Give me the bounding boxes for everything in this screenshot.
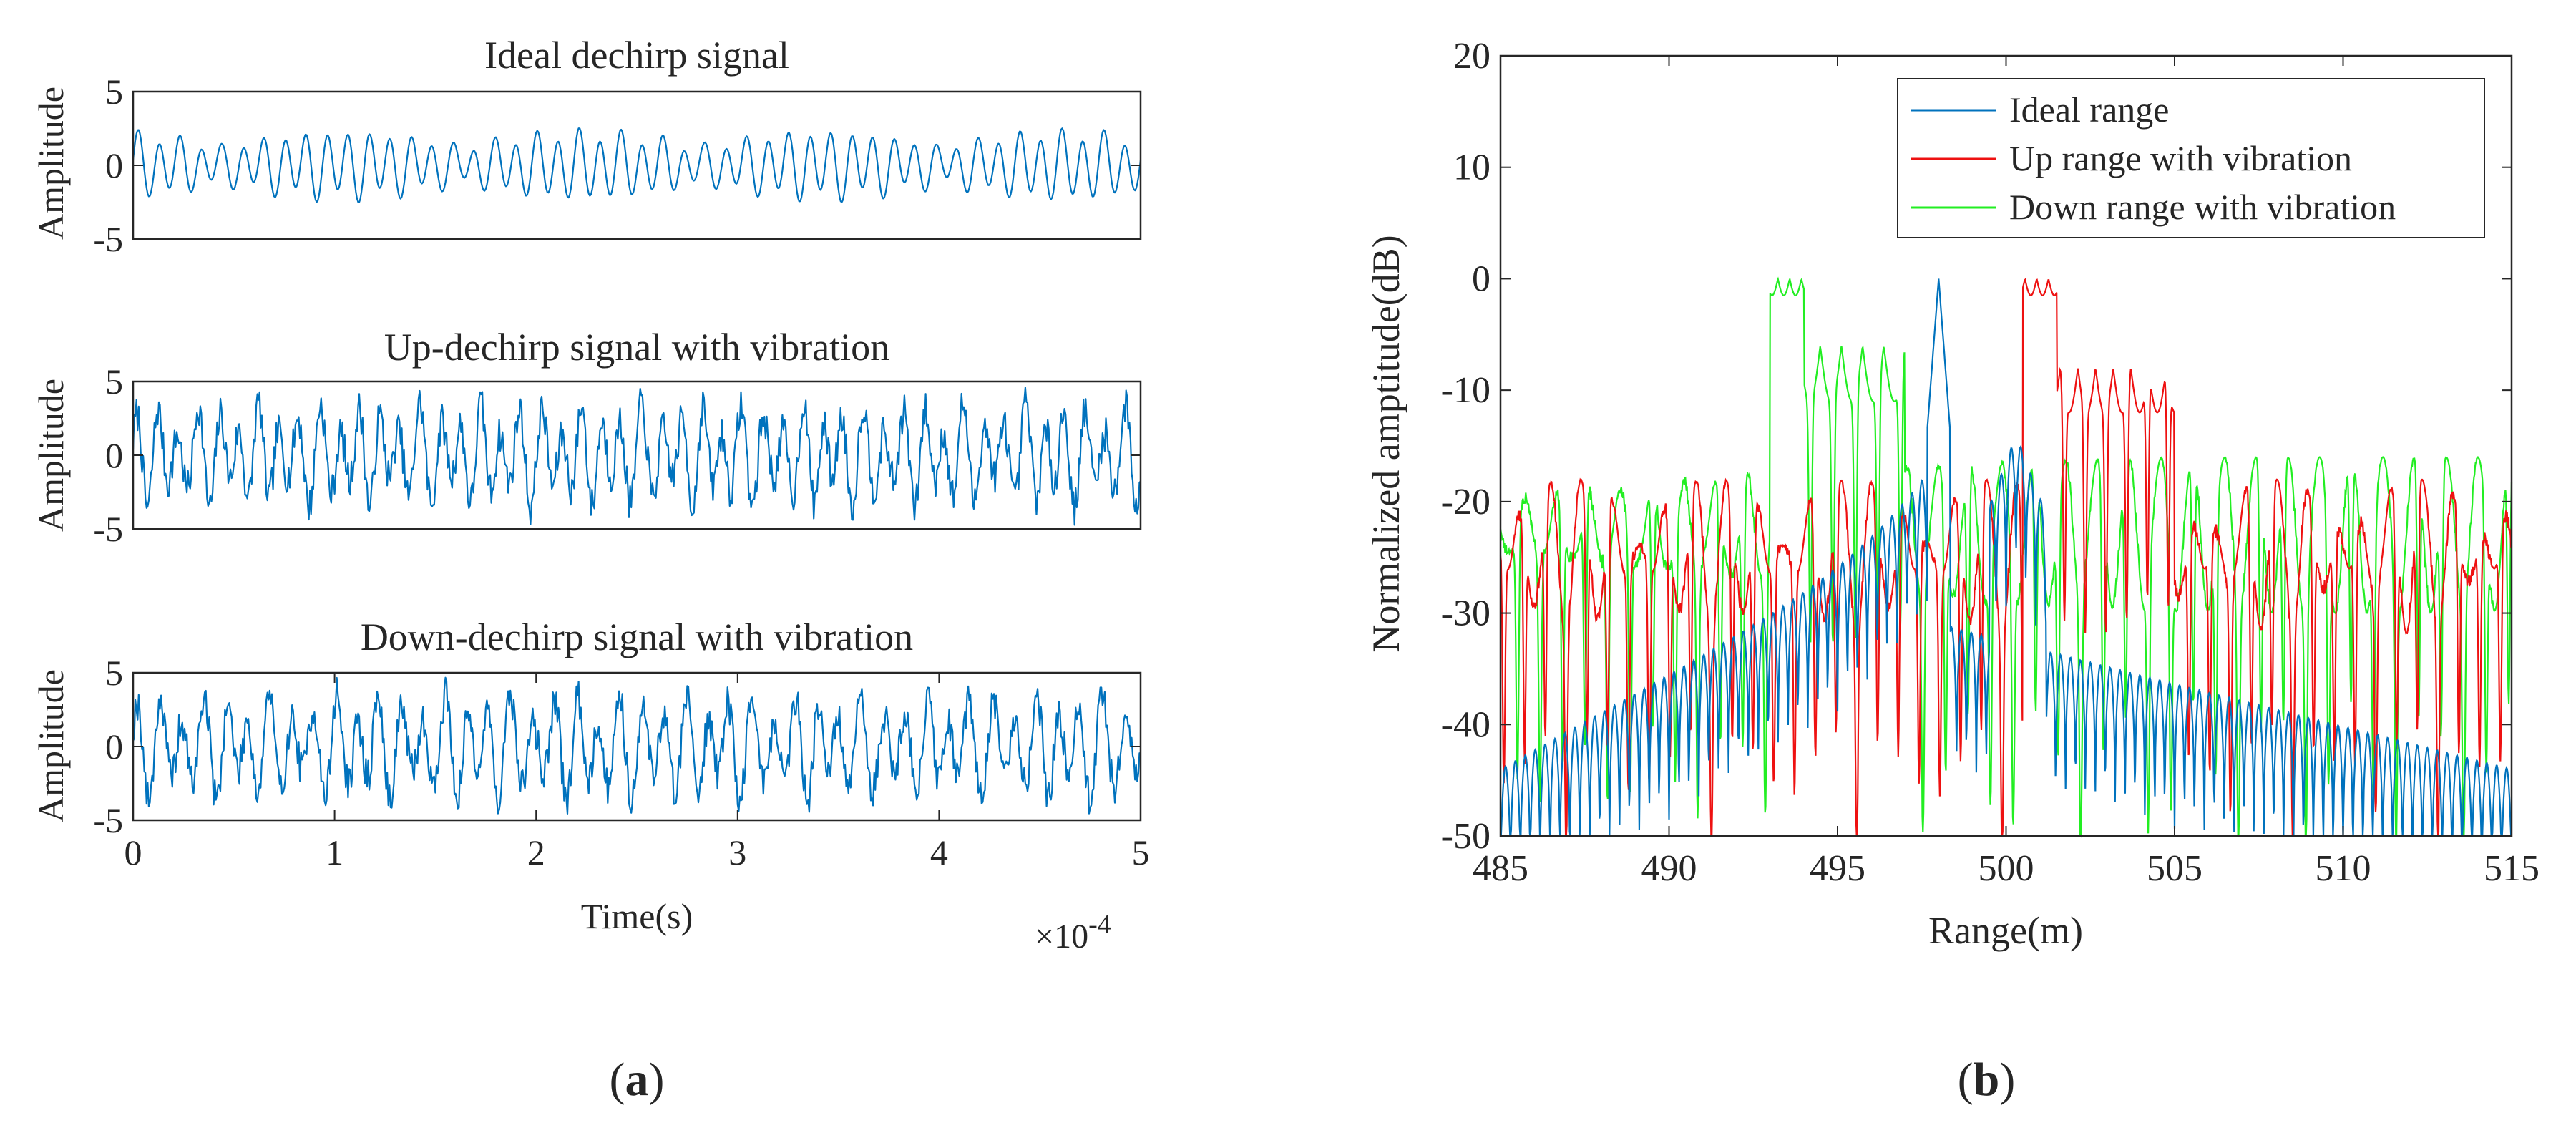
caption-b: (b) xyxy=(1958,1054,2016,1106)
axes-box xyxy=(1499,54,2513,837)
series-line-down-range xyxy=(1499,276,2513,838)
exponent-power: -4 xyxy=(1088,910,1111,940)
y-tick-label: -50 xyxy=(1441,816,1491,857)
y-tick-label: -20 xyxy=(1441,482,1491,522)
caption-a: (a) xyxy=(610,1054,665,1106)
y-tick-label: 5 xyxy=(105,653,123,693)
series-line xyxy=(132,127,1142,203)
exponent-base: ×10 xyxy=(1035,918,1088,956)
series-line-ideal-range xyxy=(1500,278,2512,837)
y-tick-label: -5 xyxy=(93,219,123,259)
subplot-title: Ideal dechirp signal xyxy=(484,34,789,77)
series-line xyxy=(132,387,1141,526)
x-exponent: ×10-4 xyxy=(1035,910,1111,956)
y-tick-label: 0 xyxy=(105,145,123,185)
y-tick-label: 0 xyxy=(105,726,123,767)
y-tick-label: 5 xyxy=(105,72,123,112)
axes-box xyxy=(132,90,1142,240)
axes-box xyxy=(132,671,1142,822)
subplot-ideal-dechirp: Ideal dechirp signal Amplitude -5 0 5 xyxy=(31,34,1142,259)
y-axis-label: Amplitude xyxy=(31,669,71,822)
x-tick-label: 1 xyxy=(326,832,343,872)
y-axis-label: Normalized amptitude(dB) xyxy=(1365,235,1407,652)
y-tick-label: -40 xyxy=(1441,704,1491,745)
subplot-range-profile: -50 -40 -30 -20 -10 0 10 20 485 490 495 500 505 510 5… xyxy=(1365,36,2540,952)
y-tick-label: -5 xyxy=(93,800,123,840)
x-tick-label: 5 xyxy=(1132,832,1150,872)
y-axis-label: Amplitude xyxy=(31,379,71,532)
x-tick-label: 3 xyxy=(728,832,746,872)
y-tick-label: 0 xyxy=(105,435,123,475)
y-tick-label: 5 xyxy=(105,361,123,402)
x-tick-label: 4 xyxy=(930,832,948,872)
y-tick-label: -10 xyxy=(1441,370,1491,411)
x-tick-label: 490 xyxy=(1641,848,1697,889)
y-axis-label: Amplitude xyxy=(31,87,71,240)
x-tick-label: 495 xyxy=(1810,848,1865,889)
x-tick-label: 2 xyxy=(527,832,545,872)
x-tick-label: 510 xyxy=(2316,848,2371,889)
x-tick-label: 500 xyxy=(1979,848,2034,889)
legend-label-ideal: Ideal range xyxy=(2009,89,2169,130)
y-tick-label: 20 xyxy=(1453,36,1491,77)
series-line xyxy=(132,676,1141,815)
y-tick-label: -5 xyxy=(93,509,123,549)
x-axis-label: Range(m) xyxy=(1928,909,2083,952)
x-tick-label: 515 xyxy=(2484,848,2540,889)
subplot-title: Down-dechirp signal with vibration xyxy=(361,616,913,658)
x-tick-label: 0 xyxy=(125,832,142,872)
subplot-down-dechirp: Down-dechirp signal with vibration Ampli… xyxy=(31,616,1150,956)
x-tick-label: 485 xyxy=(1473,848,1528,889)
x-axis-label: Time(s) xyxy=(581,896,693,936)
y-tick-label: 10 xyxy=(1453,147,1491,188)
y-tick-label: 0 xyxy=(1472,258,1491,299)
subplot-title: Up-dechirp signal with vibration xyxy=(384,326,889,369)
x-tick-label: 505 xyxy=(2147,848,2202,889)
legend: Ideal range Up range with vibration Down… xyxy=(1897,78,2485,238)
y-tick-label: -30 xyxy=(1441,593,1491,634)
legend-label-down: Down range with vibration xyxy=(2009,187,2396,227)
legend-label-up: Up range with vibration xyxy=(2009,138,2352,178)
subplot-up-dechirp: Up-dechirp signal with vibration Amplitu… xyxy=(31,326,1142,549)
axes-box xyxy=(132,380,1142,530)
